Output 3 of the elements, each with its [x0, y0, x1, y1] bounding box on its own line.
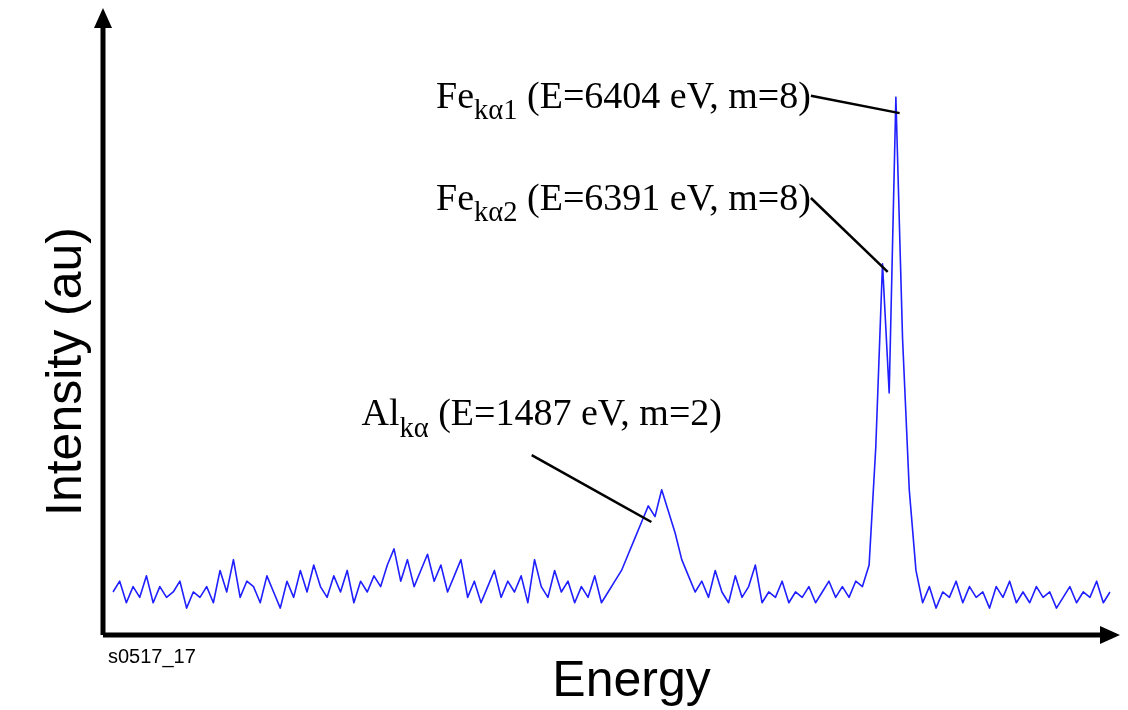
y-axis-title: Intensity (au) [36, 226, 92, 517]
x-axis-title: Energy [552, 651, 711, 707]
text: s0517_17 [108, 644, 196, 668]
